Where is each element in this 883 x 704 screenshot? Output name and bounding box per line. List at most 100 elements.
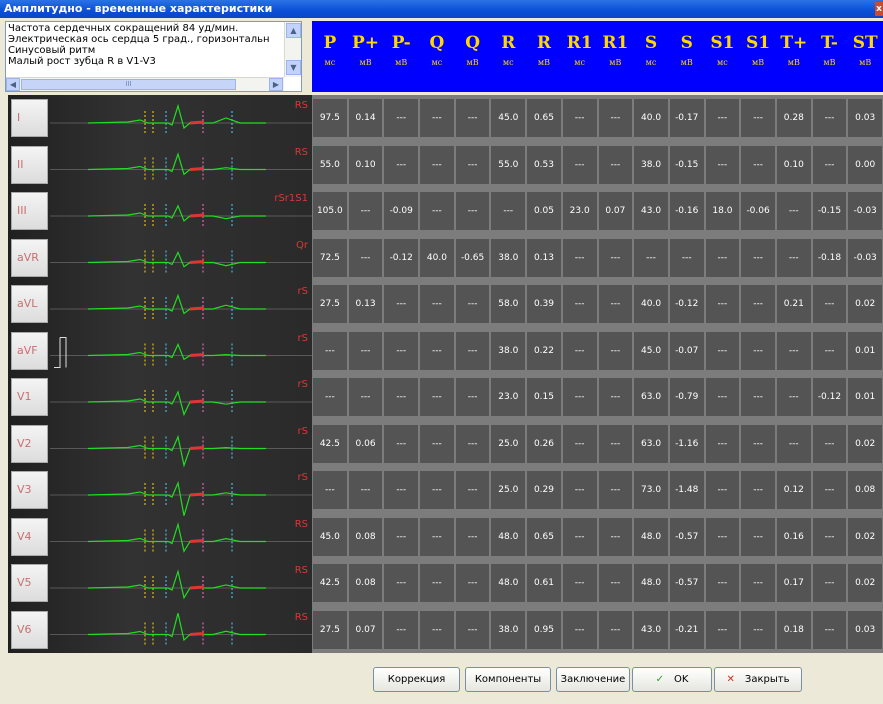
morphology-label: rS <box>297 332 308 344</box>
table-cell: 38.0 <box>491 610 526 649</box>
table-cell: 0.10 <box>348 145 383 184</box>
conclusion-lines: Частота сердечных сокращений 84 уд/мин. … <box>8 23 283 67</box>
table-cell: 0.95 <box>527 610 561 649</box>
lead-button[interactable]: V1 <box>11 378 48 416</box>
table-cell: -0.09 <box>384 192 419 230</box>
close-window-icon[interactable]: x <box>875 2 883 16</box>
lead-button[interactable]: III <box>11 192 48 230</box>
table-cell: --- <box>491 192 526 230</box>
table-cell: --- <box>562 145 597 184</box>
lead-button[interactable]: aVF <box>11 331 48 370</box>
table-cell: 45.0 <box>491 99 526 137</box>
table-cell: --- <box>741 471 775 509</box>
morphology-label: RS <box>294 565 308 576</box>
table-cell: 0.13 <box>348 285 383 323</box>
lead-button[interactable]: aVL <box>11 285 48 323</box>
table-cell: 42.5 <box>313 424 347 463</box>
table-cell: --- <box>420 610 454 649</box>
table-cell: --- <box>420 471 454 509</box>
table-cell: --- <box>420 564 454 602</box>
table-cell: --- <box>812 145 847 184</box>
table-cell: --- <box>812 471 847 509</box>
window-title: Амплитудно - временные характеристики <box>4 2 273 15</box>
lead-button[interactable]: V5 <box>11 564 48 602</box>
table-cell: --- <box>313 331 347 370</box>
table-cell: -0.21 <box>669 610 704 649</box>
lead-button[interactable]: V2 <box>11 424 48 463</box>
table-cell: --- <box>741 424 775 463</box>
ecg-trace <box>87 522 266 553</box>
table-cell: --- <box>455 99 490 137</box>
lead-button[interactable]: aVR <box>11 238 48 277</box>
vertical-scrollbar[interactable]: ▲ ▼ <box>284 22 301 77</box>
ok-button[interactable]: ✓ OK <box>632 667 712 692</box>
conclusion-text-box[interactable]: Частота сердечных сокращений 84 уд/мин. … <box>5 21 302 92</box>
table-cell: --- <box>384 331 419 370</box>
ecg-traces <box>50 103 312 647</box>
close-icon: ✕ <box>726 674 735 685</box>
scroll-left-icon[interactable]: ◀ <box>6 78 20 91</box>
components-button[interactable]: Компоненты <box>465 667 551 692</box>
table-cell: -0.16 <box>669 192 704 230</box>
table-cell: --- <box>562 331 597 370</box>
ecg-trace <box>87 293 266 315</box>
table-cell: -0.17 <box>669 99 704 137</box>
table-cell: 0.13 <box>527 238 561 277</box>
table-cell: 48.0 <box>491 517 526 556</box>
table-cell: 0.39 <box>527 285 561 323</box>
st-segment-marker <box>189 120 205 125</box>
morphology-label: RS <box>294 611 308 623</box>
table-cell: --- <box>705 331 740 370</box>
lead-button[interactable]: V4 <box>11 517 48 556</box>
column-header: P-мВ <box>383 21 419 92</box>
column-symbol: R <box>501 33 516 53</box>
table-cell: --- <box>812 517 847 556</box>
table-cell: 0.65 <box>527 517 561 556</box>
table-cell: 0.15 <box>527 378 561 416</box>
table-cell: 0.07 <box>348 610 383 649</box>
table-cell: --- <box>562 610 597 649</box>
table-cell: 23.0 <box>491 378 526 416</box>
table-cell: -0.12 <box>384 238 419 277</box>
table-cell: --- <box>455 471 490 509</box>
table-cell: -0.18 <box>812 238 847 277</box>
table-cell: --- <box>812 424 847 463</box>
table-cell: 58.0 <box>491 285 526 323</box>
lead-button[interactable]: V6 <box>11 610 48 649</box>
table-cell: 0.28 <box>776 99 811 137</box>
column-symbol: R1 <box>602 33 629 53</box>
table-cell: --- <box>562 471 597 509</box>
table-cell: -1.48 <box>669 471 704 509</box>
lead-button[interactable]: V3 <box>11 471 48 509</box>
column-header: R1 мс <box>562 21 598 92</box>
table-cell: 0.12 <box>776 471 811 509</box>
conclusion-button[interactable]: Заключение <box>556 667 630 692</box>
table-cell: --- <box>741 564 775 602</box>
column-symbol: T- <box>821 33 838 53</box>
scroll-down-icon[interactable]: ▼ <box>286 60 301 75</box>
scroll-up-icon[interactable]: ▲ <box>286 23 301 38</box>
correction-button[interactable]: Коррекция <box>373 667 460 692</box>
table-cell: --- <box>776 192 811 230</box>
horizontal-scrollbar[interactable]: ◀ III ▶ <box>6 77 284 91</box>
scroll-right-icon[interactable]: ▶ <box>269 78 283 91</box>
close-button[interactable]: ✕ Закрыть <box>714 667 802 692</box>
column-symbol: S <box>644 33 658 53</box>
table-cell: 0.61 <box>527 564 561 602</box>
table-cell: --- <box>455 285 490 323</box>
table-cell: --- <box>634 238 668 277</box>
column-unit: мВ <box>359 58 372 67</box>
ecg-trace <box>87 569 266 600</box>
table-cell: --- <box>348 192 383 230</box>
lead-button[interactable]: I <box>11 99 48 137</box>
table-cell: --- <box>455 331 490 370</box>
table-cell: 0.22 <box>527 331 561 370</box>
lead-button[interactable]: II <box>11 145 48 184</box>
table-cell: 43.0 <box>634 610 668 649</box>
column-header: T-мВ <box>812 21 848 92</box>
table-cell: --- <box>776 424 811 463</box>
scroll-thumb[interactable]: III <box>21 79 236 90</box>
